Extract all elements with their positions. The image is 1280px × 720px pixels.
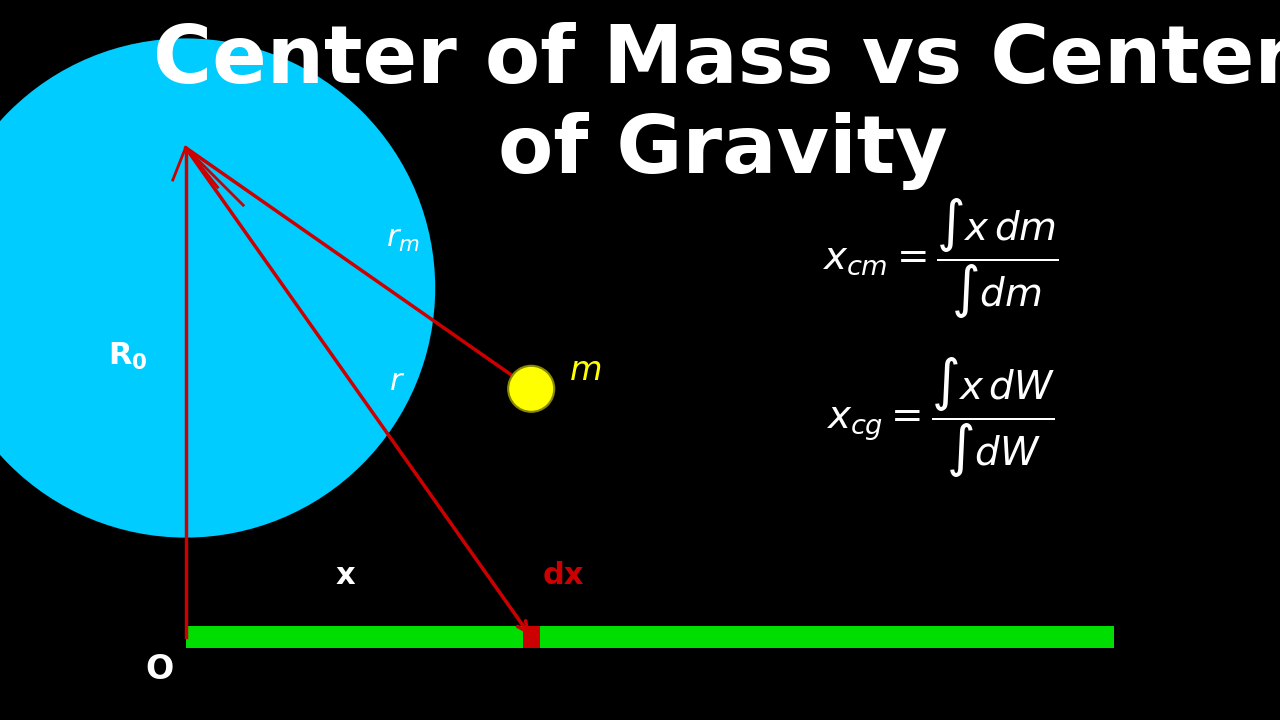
Text: $x_{cg} = \dfrac{\int x\,dW}{\int dW}$: $x_{cg} = \dfrac{\int x\,dW}{\int dW}$ — [826, 356, 1056, 480]
Text: $r$: $r$ — [389, 367, 404, 396]
Text: $r_m$: $r_m$ — [387, 225, 420, 254]
Text: of Gravity: of Gravity — [498, 112, 948, 190]
Text: x: x — [335, 562, 356, 590]
Text: $x_{cm} = \dfrac{\int x\,dm}{\int dm}$: $x_{cm} = \dfrac{\int x\,dm}{\int dm}$ — [823, 197, 1059, 321]
Ellipse shape — [0, 38, 435, 538]
Text: O: O — [146, 653, 174, 686]
Text: dx: dx — [543, 562, 584, 590]
Bar — [186, 626, 1114, 648]
Ellipse shape — [508, 366, 554, 412]
Text: $m$: $m$ — [568, 354, 602, 387]
Text: Center of Mass vs Center: Center of Mass vs Center — [152, 22, 1280, 100]
Text: $\mathregular{R_0}$: $\mathregular{R_0}$ — [109, 341, 147, 372]
Bar — [524, 626, 540, 648]
